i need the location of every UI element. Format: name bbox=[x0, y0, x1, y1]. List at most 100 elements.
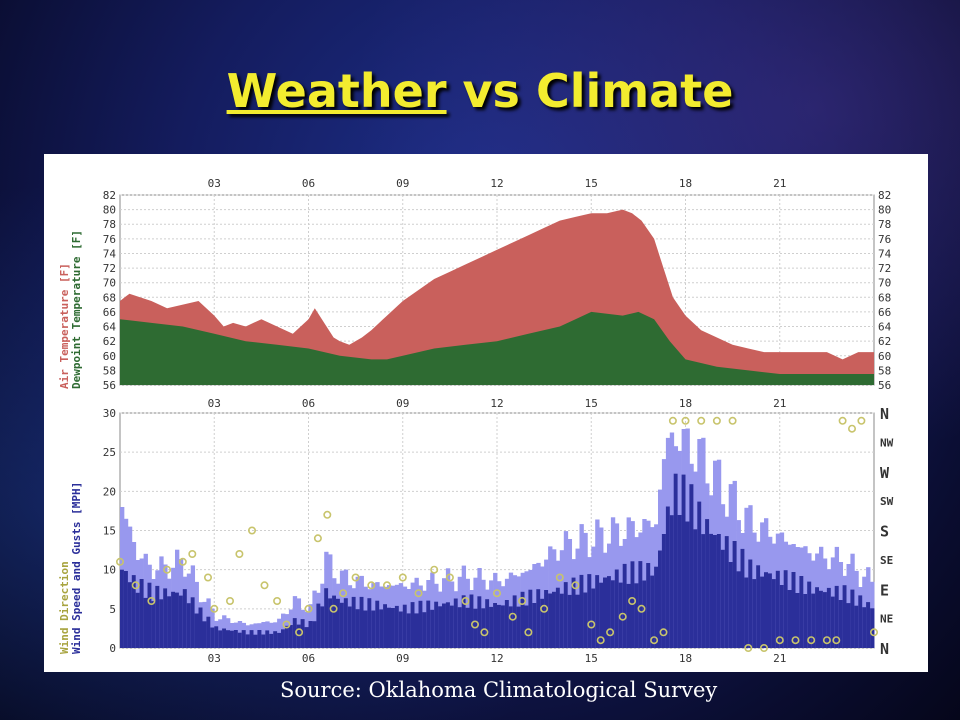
wind-speed-bar bbox=[214, 626, 219, 648]
bottom-xtick-label-top: 06 bbox=[302, 397, 315, 410]
wind-speed-bar bbox=[461, 595, 467, 648]
direction-tick-label: NW bbox=[880, 436, 894, 449]
top-ytick-label-left: 78 bbox=[103, 218, 116, 231]
wind-speed-bar bbox=[351, 596, 357, 648]
direction-tick-label: W bbox=[880, 464, 890, 482]
wind-speed-bar bbox=[728, 562, 734, 648]
top-ytick-label-left: 72 bbox=[103, 262, 116, 275]
wind-direction-point bbox=[791, 636, 800, 645]
wind-speed-bar bbox=[253, 634, 258, 648]
wind-speed-bar bbox=[269, 633, 274, 648]
wind-direction-point bbox=[248, 526, 257, 535]
bottom-xtick-label-bottom: 15 bbox=[585, 652, 598, 665]
wind-speed-bar bbox=[830, 596, 836, 648]
wind-speed-bar bbox=[701, 534, 706, 648]
wind-speed-bar bbox=[607, 576, 612, 648]
air-temperature-area bbox=[120, 209, 874, 385]
wind-speed-bar bbox=[343, 598, 349, 648]
wind-direction-point bbox=[304, 604, 313, 613]
bottom-xtick-label-top: 09 bbox=[396, 397, 409, 410]
wind-speed-bar bbox=[178, 595, 184, 648]
wind-direction-point bbox=[430, 565, 439, 574]
wind-direction-point bbox=[759, 643, 768, 652]
direction-tick-label: N bbox=[880, 405, 889, 423]
wind-speed-bar bbox=[571, 577, 576, 648]
wind-speed-bar bbox=[493, 603, 498, 648]
wind-speed-bar bbox=[575, 594, 580, 648]
wind-speed-bar bbox=[559, 593, 565, 648]
direction-tick-label: S bbox=[880, 523, 889, 541]
wind-speed-bar bbox=[791, 572, 796, 648]
wind-speed-bar bbox=[320, 606, 325, 648]
slide-title: Weather vs Climate bbox=[0, 64, 960, 118]
wind-gust-bar bbox=[296, 598, 302, 648]
wind-direction-point bbox=[524, 628, 533, 637]
wind-speed-bar bbox=[614, 569, 620, 648]
wind-speed-bar bbox=[339, 602, 345, 648]
wind-speed-bar bbox=[583, 592, 588, 648]
wind-direction-point bbox=[518, 596, 527, 605]
wind-direction-point bbox=[712, 416, 721, 425]
top-ytick-label-right: 62 bbox=[878, 335, 891, 348]
top-ytick-label-left: 60 bbox=[103, 350, 116, 363]
wind-direction-point bbox=[235, 549, 244, 558]
wind-speed-bar bbox=[438, 606, 443, 648]
wind-speed-bar bbox=[595, 575, 600, 648]
wind-speed-bar bbox=[363, 610, 368, 648]
top-ytick-label-left: 68 bbox=[103, 291, 116, 304]
wind-speed-bar bbox=[862, 607, 867, 648]
bottom-xtick-label-top: 15 bbox=[585, 397, 598, 410]
title-rest: vs Climate bbox=[446, 64, 734, 118]
wind-speed-bar bbox=[779, 585, 785, 648]
wind-speed-bar bbox=[135, 592, 141, 648]
wind-speed-bar bbox=[822, 592, 828, 648]
wind-direction-point bbox=[571, 581, 580, 590]
wind-speed-bar bbox=[434, 601, 439, 648]
wind-speed-bar bbox=[469, 594, 474, 648]
wind-speed-bar bbox=[489, 606, 494, 648]
wind-speed-bar bbox=[398, 611, 404, 648]
direction-tick-label: N bbox=[880, 640, 889, 658]
wind-speed-bar bbox=[610, 580, 616, 648]
wind-speed-bar bbox=[646, 563, 651, 648]
wind-speed-bar bbox=[732, 541, 737, 648]
wind-speed-bar bbox=[846, 603, 851, 648]
wind-direction-point bbox=[323, 510, 332, 519]
direction-tick-label: E bbox=[880, 581, 889, 599]
bottom-ylabel-direction: Wind Direction bbox=[58, 561, 71, 654]
wind-speed-bar bbox=[716, 534, 722, 648]
wind-speed-bar bbox=[658, 550, 663, 648]
wind-speed-bar bbox=[650, 575, 655, 648]
wind-speed-bar bbox=[387, 607, 392, 648]
wind-direction-point bbox=[869, 628, 878, 637]
top-ytick-label-right: 68 bbox=[878, 291, 891, 304]
wind-speed-bar bbox=[866, 602, 871, 648]
wind-speed-bar bbox=[296, 624, 302, 648]
wind-speed-bar bbox=[477, 596, 482, 648]
top-ytick-label-right: 60 bbox=[878, 350, 891, 363]
wind-speed-bar bbox=[661, 534, 667, 648]
wind-direction-point bbox=[282, 620, 291, 629]
wind-speed-bar bbox=[402, 604, 408, 648]
wind-speed-bar bbox=[756, 565, 761, 648]
top-xtick-label: 18 bbox=[679, 177, 692, 190]
wind-direction-point bbox=[480, 628, 489, 637]
wind-speed-bar bbox=[720, 549, 726, 648]
wind-speed-bar bbox=[265, 630, 270, 648]
wind-speed-bar bbox=[807, 581, 812, 648]
top-ytick-label-right: 64 bbox=[878, 321, 892, 334]
wind-speed-bar bbox=[512, 595, 518, 648]
title-link-weather[interactable]: Weather bbox=[226, 64, 447, 118]
wind-direction-point bbox=[313, 534, 322, 543]
wind-speed-bar bbox=[233, 630, 239, 648]
wind-speed-bar bbox=[504, 600, 510, 648]
wind-direction-point bbox=[728, 416, 737, 425]
wind-speed-bar bbox=[567, 594, 573, 648]
wind-speed-bar bbox=[524, 605, 529, 648]
wind-speed-bar bbox=[838, 600, 844, 648]
wind-speed-bar bbox=[288, 625, 294, 648]
wind-speed-bar bbox=[245, 634, 251, 648]
wind-speed-bar bbox=[579, 574, 584, 648]
wind-speed-bar bbox=[677, 515, 682, 648]
wind-direction-point bbox=[295, 628, 304, 637]
